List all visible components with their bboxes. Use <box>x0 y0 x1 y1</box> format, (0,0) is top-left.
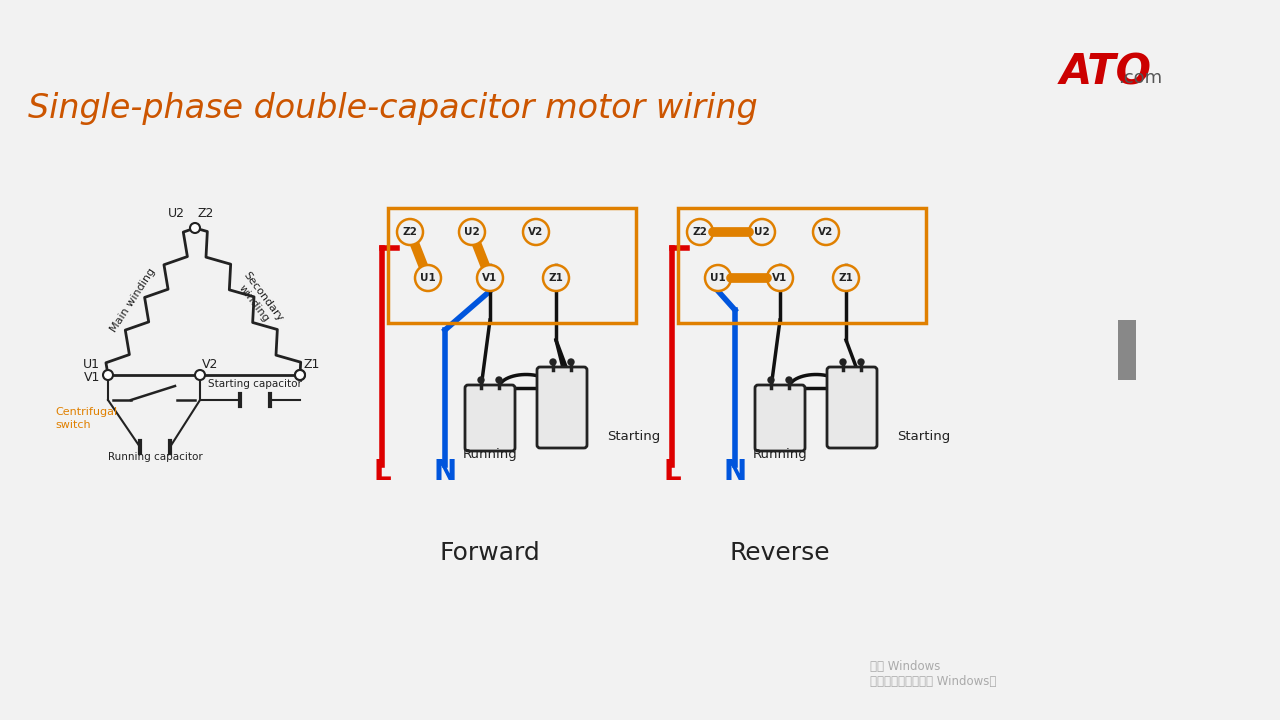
Text: V1: V1 <box>772 273 787 283</box>
Text: Running: Running <box>753 448 808 461</box>
Bar <box>1117 320 1135 380</box>
Text: Centrifugal: Centrifugal <box>55 407 118 417</box>
Text: Single-phase double-capacitor motor wiring: Single-phase double-capacitor motor wiri… <box>28 91 758 125</box>
Text: Z1: Z1 <box>305 358 320 371</box>
Circle shape <box>705 265 731 291</box>
Text: V2: V2 <box>818 227 833 237</box>
Circle shape <box>294 370 305 380</box>
FancyBboxPatch shape <box>827 367 877 448</box>
Text: V1: V1 <box>83 371 100 384</box>
Circle shape <box>477 377 484 383</box>
Circle shape <box>749 219 774 245</box>
Circle shape <box>294 370 305 380</box>
Circle shape <box>687 219 713 245</box>
Circle shape <box>102 370 113 380</box>
Text: Z2: Z2 <box>692 227 708 237</box>
Text: Z2: Z2 <box>197 207 214 220</box>
Bar <box>678 208 925 323</box>
Text: 转到「设置」以激活 Windows。: 转到「设置」以激活 Windows。 <box>870 675 996 688</box>
Circle shape <box>768 377 774 383</box>
Text: V2: V2 <box>529 227 544 237</box>
Text: U1: U1 <box>420 273 436 283</box>
Circle shape <box>813 219 838 245</box>
FancyBboxPatch shape <box>538 367 588 448</box>
Text: U1: U1 <box>710 273 726 283</box>
Text: Starting capacitor: Starting capacitor <box>209 379 302 389</box>
Text: Starting: Starting <box>897 430 950 443</box>
Circle shape <box>415 265 442 291</box>
FancyBboxPatch shape <box>755 385 805 451</box>
Text: switch: switch <box>55 420 91 430</box>
Text: Z2: Z2 <box>403 227 417 237</box>
Circle shape <box>195 370 205 380</box>
Circle shape <box>497 377 502 383</box>
Text: U1: U1 <box>83 358 100 371</box>
Circle shape <box>543 265 570 291</box>
Text: N: N <box>723 458 746 486</box>
Text: Z1: Z1 <box>838 273 854 283</box>
Text: ATO: ATO <box>1060 51 1152 93</box>
Bar <box>388 208 636 323</box>
Text: Secondary
winding: Secondary winding <box>232 270 284 330</box>
Circle shape <box>460 219 485 245</box>
Text: U2: U2 <box>465 227 480 237</box>
Text: Z1: Z1 <box>549 273 563 283</box>
Circle shape <box>524 219 549 245</box>
Circle shape <box>833 265 859 291</box>
Text: .com: .com <box>1117 69 1162 87</box>
Text: Starting: Starting <box>607 430 660 443</box>
Text: Main winding: Main winding <box>109 266 157 334</box>
Circle shape <box>767 265 794 291</box>
Circle shape <box>397 219 422 245</box>
FancyBboxPatch shape <box>465 385 515 451</box>
Circle shape <box>786 377 792 383</box>
Circle shape <box>477 265 503 291</box>
Text: Running: Running <box>462 448 517 461</box>
Text: U2: U2 <box>754 227 769 237</box>
Circle shape <box>840 359 846 365</box>
Text: Running capacitor: Running capacitor <box>108 452 202 462</box>
Text: L: L <box>663 458 681 486</box>
Text: V1: V1 <box>483 273 498 283</box>
Circle shape <box>568 359 573 365</box>
Circle shape <box>858 359 864 365</box>
Text: Reverse: Reverse <box>730 541 831 565</box>
Text: V2: V2 <box>202 358 219 371</box>
Text: N: N <box>434 458 457 486</box>
Circle shape <box>189 223 200 233</box>
Circle shape <box>550 359 556 365</box>
Text: Forward: Forward <box>439 541 540 565</box>
Text: 激活 Windows: 激活 Windows <box>870 660 941 673</box>
Text: U2: U2 <box>168 207 186 220</box>
Text: L: L <box>374 458 390 486</box>
